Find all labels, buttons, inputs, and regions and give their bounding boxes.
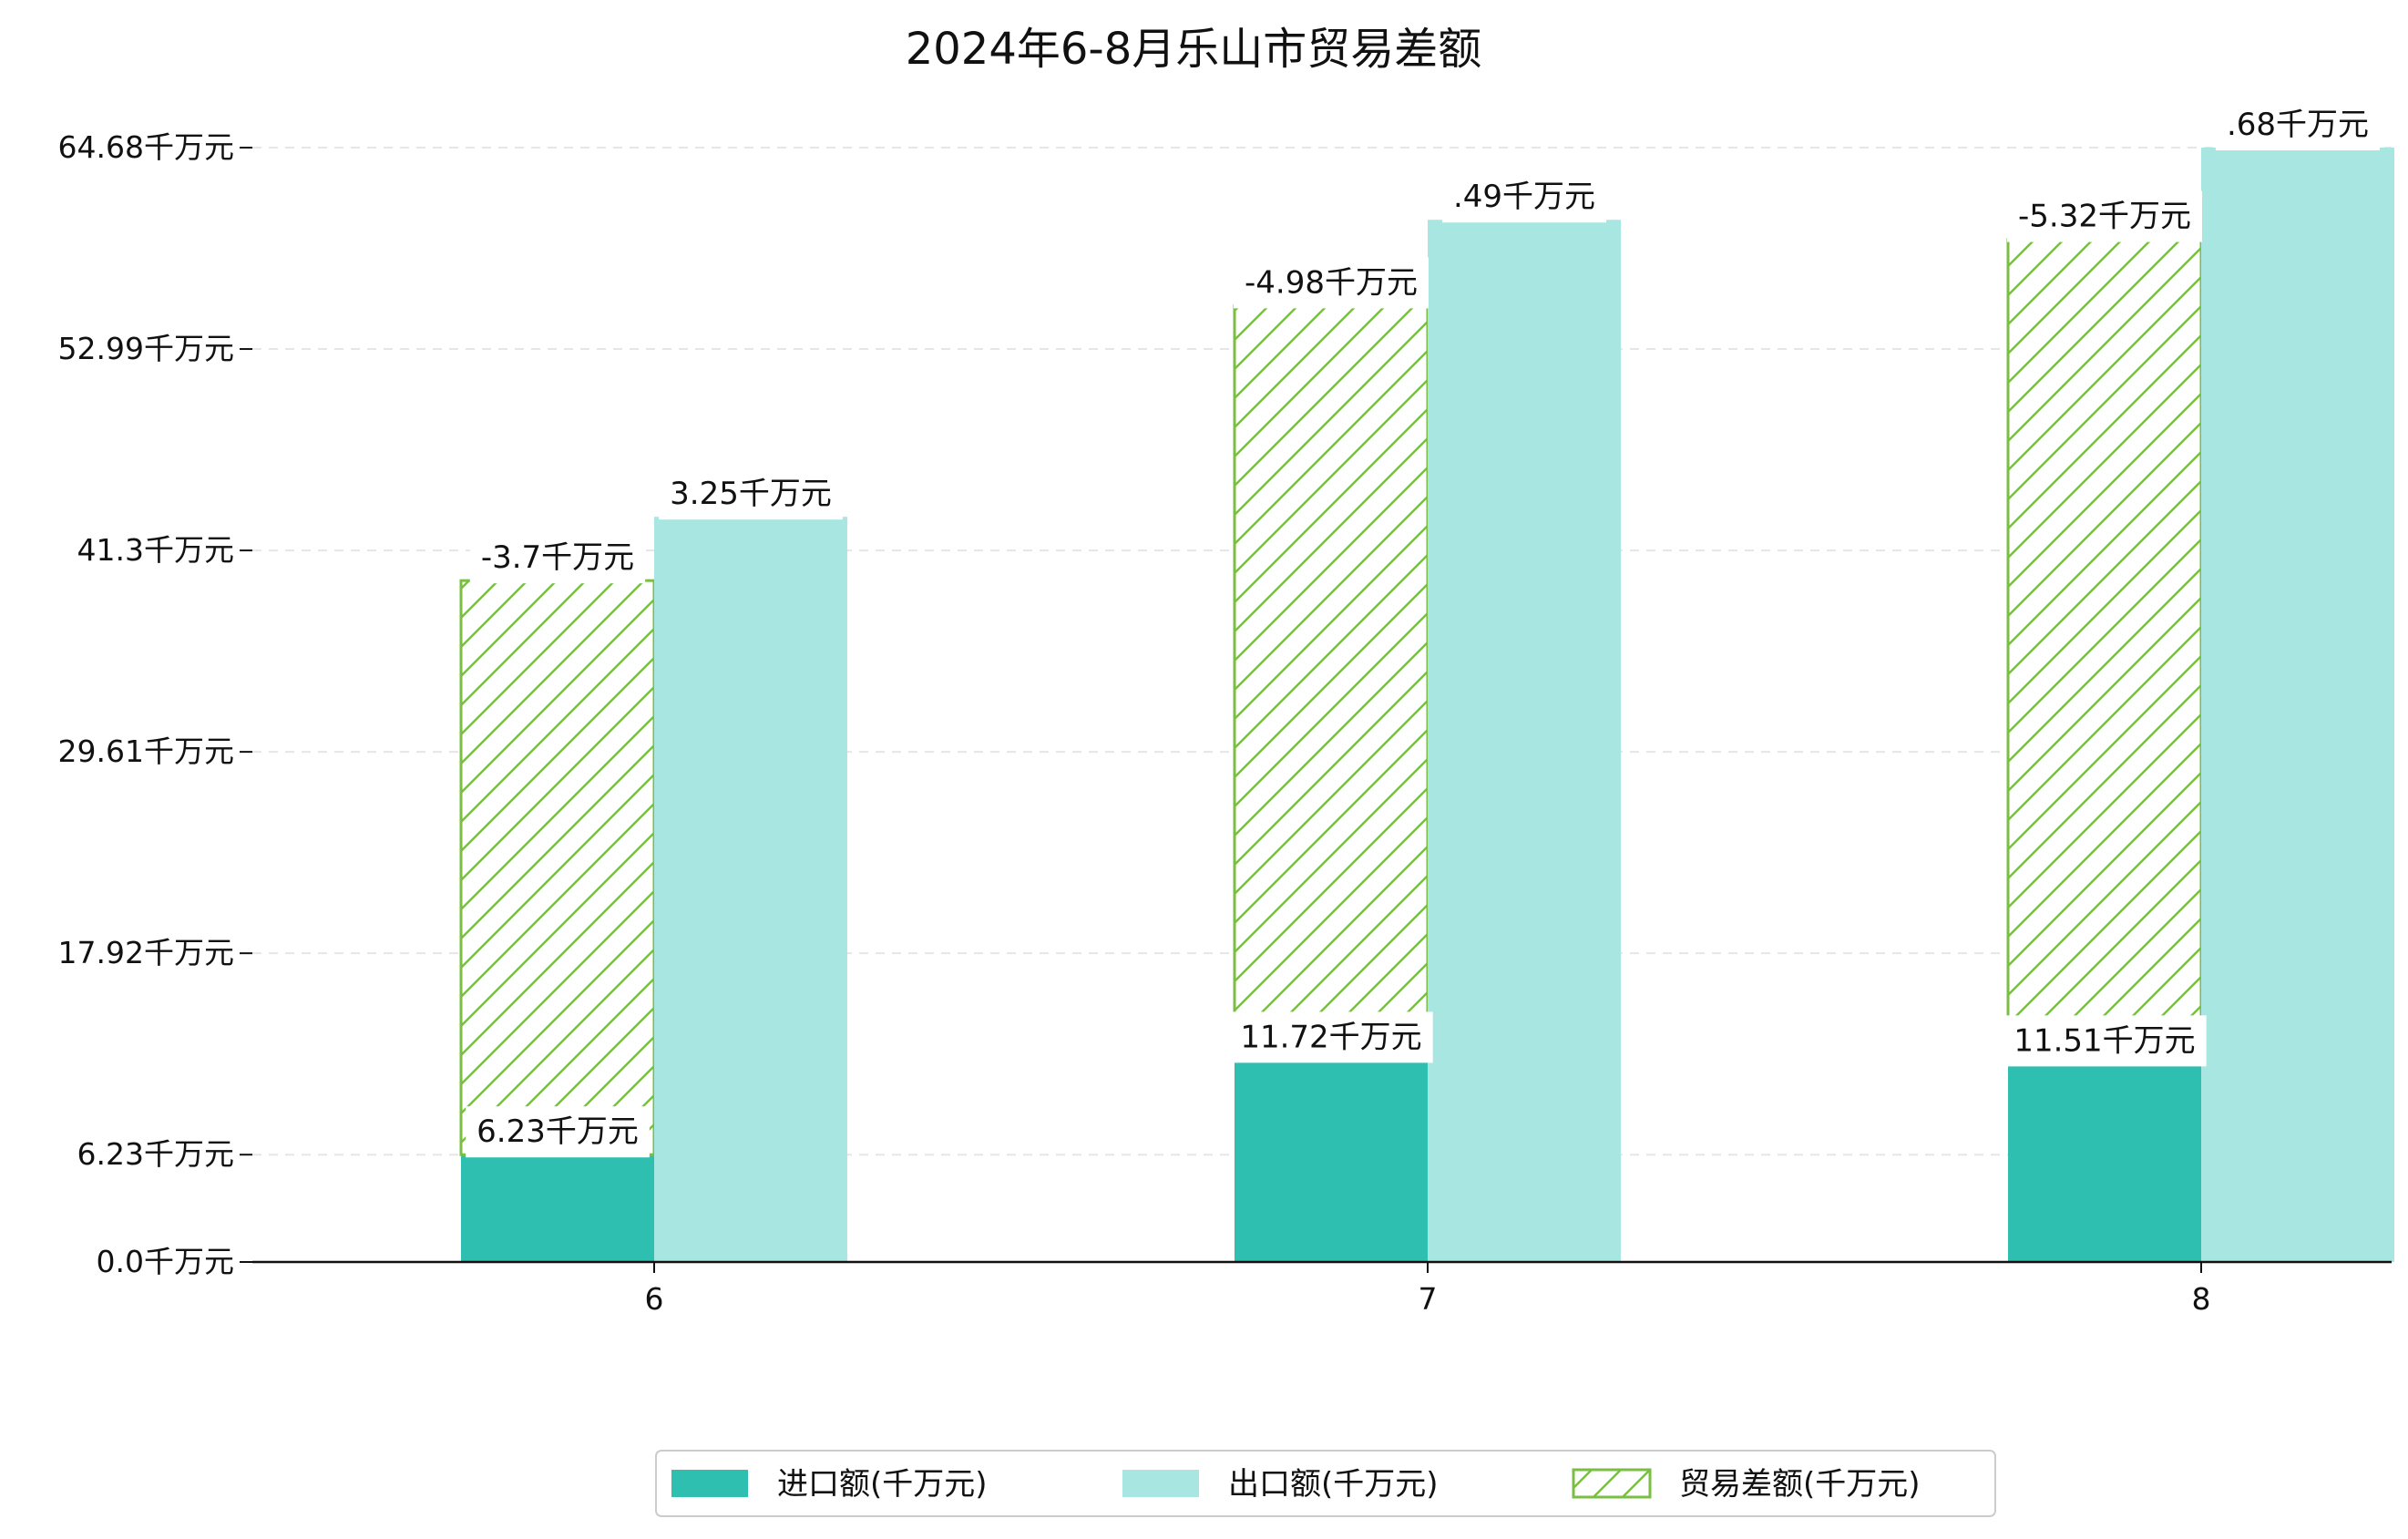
y-tick-label: 52.99千万元 [58, 331, 234, 366]
bar-import [1235, 1060, 1428, 1262]
data-label-background [2007, 190, 2202, 242]
axes: 0.0千万元 6.23千万元 17.92千万元 29.61千万元 41.3千万元 52.9… [58, 129, 2392, 1317]
legend-label: 进口额(千万元) [777, 1466, 988, 1503]
bar-import [461, 1154, 654, 1262]
legend-box [655, 1450, 1996, 1517]
bar-trade-balance [459, 579, 656, 1156]
bar-export [2201, 148, 2394, 1262]
y-tick-label: 0.0千万元 [97, 1244, 234, 1279]
y-tick-label: 64.68千万元 [58, 129, 234, 165]
x-tick-label: 6 [645, 1281, 664, 1317]
x-tick-label: 7 [1419, 1281, 1438, 1317]
chart-title: 2024年6-8月乐山市贸易差额 [906, 24, 1482, 75]
legend-swatch-import [671, 1470, 748, 1497]
data-label: 3.25千万元 [670, 476, 832, 512]
y-tick-label: 29.61千万元 [58, 734, 234, 769]
bar-import [2008, 1063, 2201, 1262]
data-label: .68千万元 [2227, 107, 2369, 143]
legend-label: 出口额(千万元) [1228, 1466, 1439, 1503]
data-label: 11.51千万元 [2013, 1022, 2195, 1059]
data-label-background [469, 532, 646, 584]
data-label: 11.72千万元 [1240, 1019, 1421, 1055]
legend-label: 贸易差额(千万元) [1679, 1466, 1921, 1503]
data-label-background [2003, 1015, 2207, 1067]
y-tick-label: 6.23千万元 [77, 1136, 234, 1172]
data-label-background [659, 468, 843, 520]
y-tick-label: 41.3千万元 [77, 532, 234, 568]
data-labels: 6.23千万元 -3.7千万元 3.25千万元 11.72千万元 -4.98千万元 .49… [466, 99, 2381, 1158]
data-label-background [1229, 1011, 1433, 1063]
data-label-background [2215, 99, 2381, 150]
legend-swatch-export [1122, 1470, 1199, 1497]
data-label: -4.98千万元 [1245, 264, 1418, 301]
data-label: .49千万元 [1453, 179, 1595, 215]
bar-trade-balance [2006, 238, 2203, 1065]
bar-export [1428, 220, 1621, 1262]
bar-export [654, 517, 847, 1262]
x-tick-label: 8 [2192, 1281, 2211, 1317]
legend: 进口额(千万元) 出口额(千万元) 贸易差额(千万元) [655, 1450, 1996, 1517]
data-label-background [1441, 171, 1607, 223]
y-tick-label: 17.92千万元 [58, 935, 234, 970]
bars [459, 148, 2394, 1262]
data-label: 6.23千万元 [476, 1113, 639, 1150]
data-label-background [1234, 257, 1429, 309]
bar-trade-balance [1233, 303, 1429, 1062]
data-label-background [466, 1106, 650, 1158]
data-label: -3.7千万元 [481, 539, 634, 576]
legend-swatch-trade-balance [1572, 1468, 1652, 1499]
data-label: -5.32千万元 [2018, 199, 2191, 235]
